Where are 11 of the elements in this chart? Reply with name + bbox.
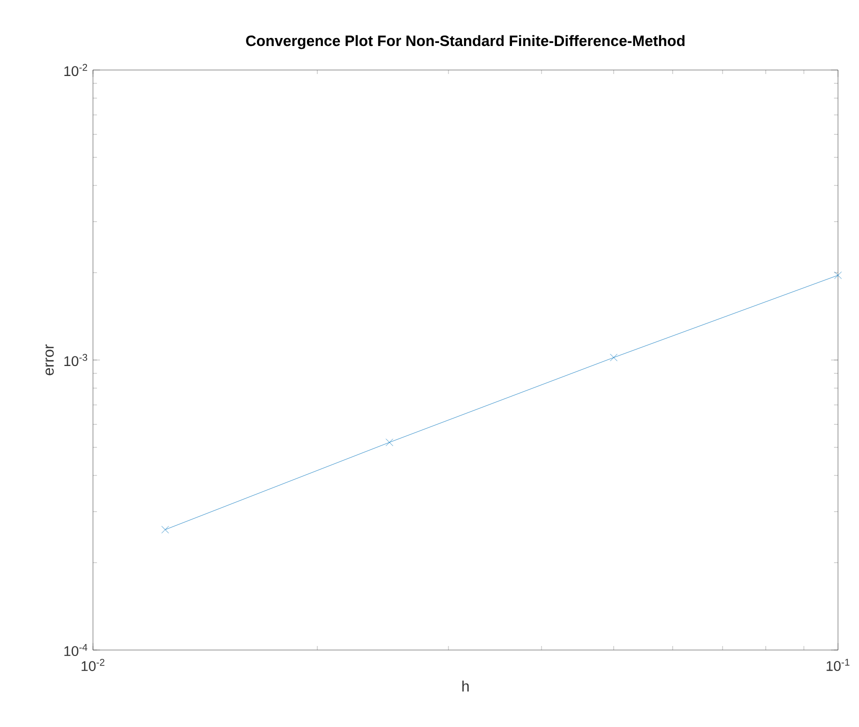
point (610, 354, 618, 362)
y-tick-label: 10$^{-3}$ (64, 354, 88, 366)
point (386, 438, 394, 446)
point (834, 272, 842, 280)
chart-title: Convergence Plot For Non-Standard Finite-Difference-Method (246, 35, 685, 50)
y-tick-label: 10$^{-2}$ (64, 64, 88, 76)
x-axis-title: h (462, 680, 469, 692)
x-tick-label: 10$^{-1}$ (826, 658, 850, 671)
y-axis-title: error (46, 344, 54, 376)
y-tick-label: 10$^{-4}$ (64, 644, 88, 656)
point (161, 526, 169, 534)
